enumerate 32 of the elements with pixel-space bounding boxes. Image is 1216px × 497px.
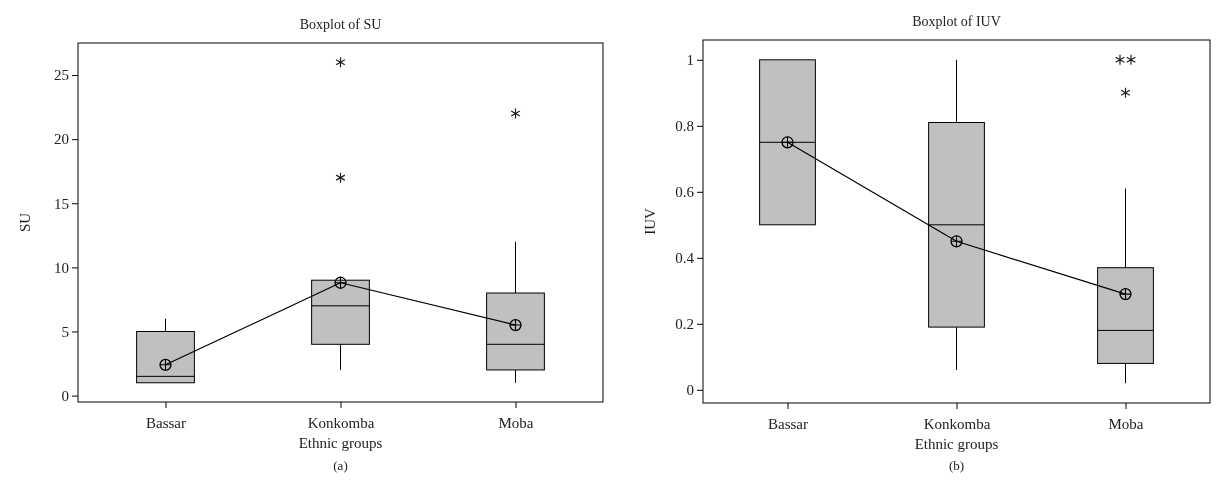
point	[159, 358, 172, 371]
point	[950, 235, 963, 248]
x-tick-label: Moba	[498, 414, 534, 431]
y-tick-label: 0.2	[675, 316, 694, 333]
y-axis-title: SU	[17, 212, 33, 233]
text: (b)	[948, 458, 965, 473]
x-tick-label: Bassar	[768, 415, 808, 432]
text: (a)	[333, 458, 348, 473]
y-tick-label: 0.8	[675, 118, 694, 135]
y-tick-label: 1	[686, 52, 694, 69]
x-tick-label: Konkomba	[923, 415, 991, 432]
chart-title: Boxplot of IUV	[912, 14, 1001, 29]
y-tick-label: 0.6	[675, 184, 695, 201]
x-axis-title: Ethnic groups	[914, 436, 999, 452]
x-axis-title: Ethnic groups	[298, 435, 383, 451]
y-tick-label: 15	[54, 195, 69, 212]
y-tick-label: 10	[54, 259, 69, 276]
point	[781, 136, 794, 149]
x-tick-label: Konkomba	[307, 414, 375, 431]
point	[1119, 287, 1132, 301]
y-tick-label: 20	[54, 131, 69, 148]
chart-title: Boxplot of SU	[299, 17, 382, 32]
y-tick-label: 5	[61, 323, 69, 340]
y-tick-label: 0.4	[675, 250, 695, 267]
point	[334, 276, 347, 289]
point	[509, 318, 522, 332]
y-axis-title: IUV	[642, 208, 658, 235]
x-tick-label: Moba	[1108, 415, 1144, 432]
x-tick-label: Bassar	[146, 414, 186, 431]
y-tick-label: 0	[686, 382, 694, 399]
y-tick-label: 0	[61, 387, 69, 404]
y-tick-label: 25	[54, 67, 69, 84]
